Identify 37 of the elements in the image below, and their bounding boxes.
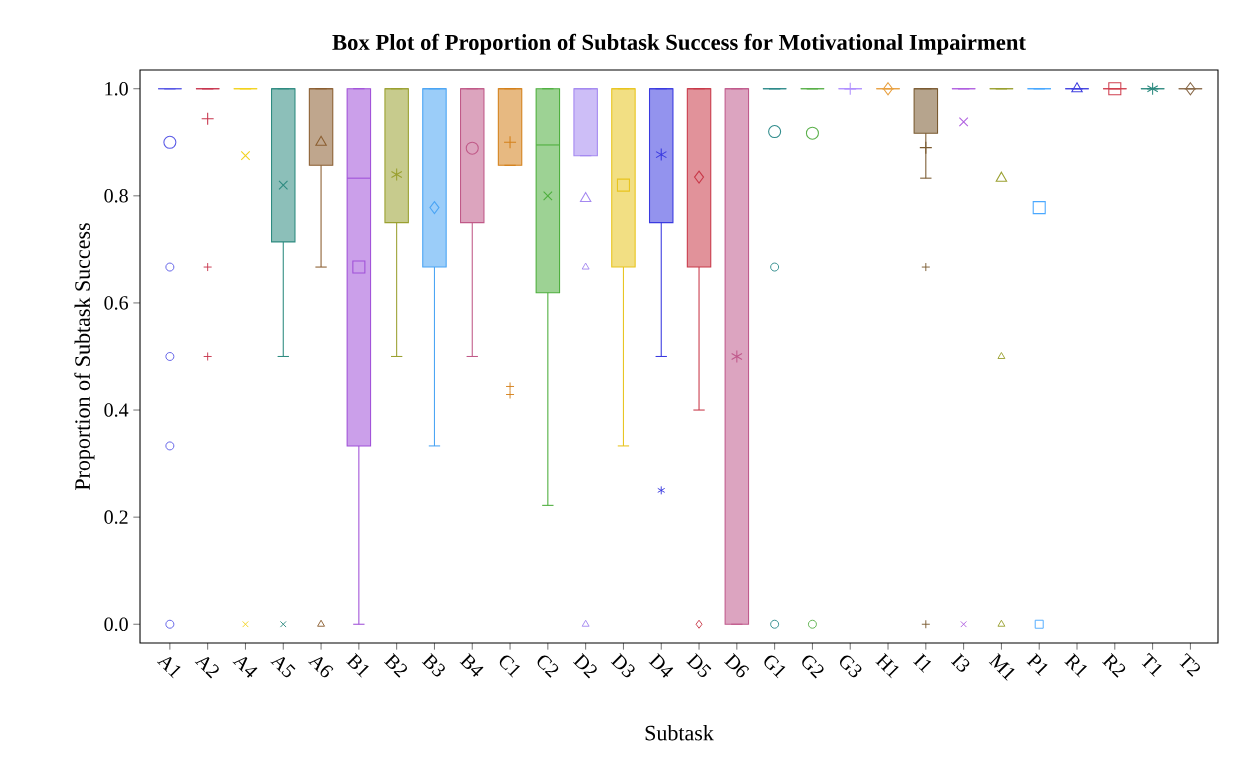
x-tick-label: A5	[270, 656, 296, 678]
x-tick-label: B4	[459, 653, 484, 677]
y-tick-label: 0.8	[104, 189, 128, 203]
x-tick-label: C1	[499, 655, 520, 678]
y-tick-label: 0.4	[104, 403, 129, 417]
x-tick-label: A4	[232, 656, 258, 678]
x-axis-title: Subtask	[645, 725, 714, 741]
x-tick-label: D5	[686, 652, 712, 678]
x-tick-label: D3	[610, 653, 635, 678]
x-tick-label: I1	[913, 653, 932, 673]
y-tick-label: 0.0	[104, 617, 128, 632]
x-tick-label: I3	[951, 653, 970, 672]
x-tick-label: B3	[421, 653, 445, 677]
x-tick-label: T1	[1141, 652, 1162, 677]
x-tick-label: G3	[840, 655, 862, 678]
x-tick-label: A6	[308, 656, 334, 678]
y-axis-title: Proportion of Subtask Success	[74, 223, 95, 490]
x-tick-label: A2	[194, 656, 219, 679]
x-tick-label: R1	[1064, 653, 1087, 678]
x-tick-label: D6	[724, 653, 750, 678]
x-tick-label: B2	[383, 653, 408, 678]
x-tick-label: H1	[875, 653, 899, 679]
y-tick-label: 0.2	[104, 510, 128, 524]
x-tick-label: C2	[537, 655, 559, 678]
y-tick-label: 0.6	[104, 296, 129, 310]
x-tick-label: M1	[988, 653, 1015, 681]
x-tick-label: D4	[648, 653, 674, 678]
chart-title: Box Plot of Proportion of Subtask Success for Motivational Impairment	[332, 33, 1026, 55]
x-tick-label: B1	[346, 653, 369, 678]
x-tick-label: G2	[802, 655, 824, 679]
y-tick-label: 1.0	[105, 81, 128, 96]
x-tick-label: G1	[764, 655, 786, 679]
x-tick-label: D2	[572, 653, 597, 679]
x-tick-label: A1	[156, 656, 181, 679]
x-tick-label: T2	[1179, 652, 1200, 677]
x-tick-label: P1	[1026, 653, 1048, 676]
x-tick-label: R2	[1102, 653, 1126, 678]
